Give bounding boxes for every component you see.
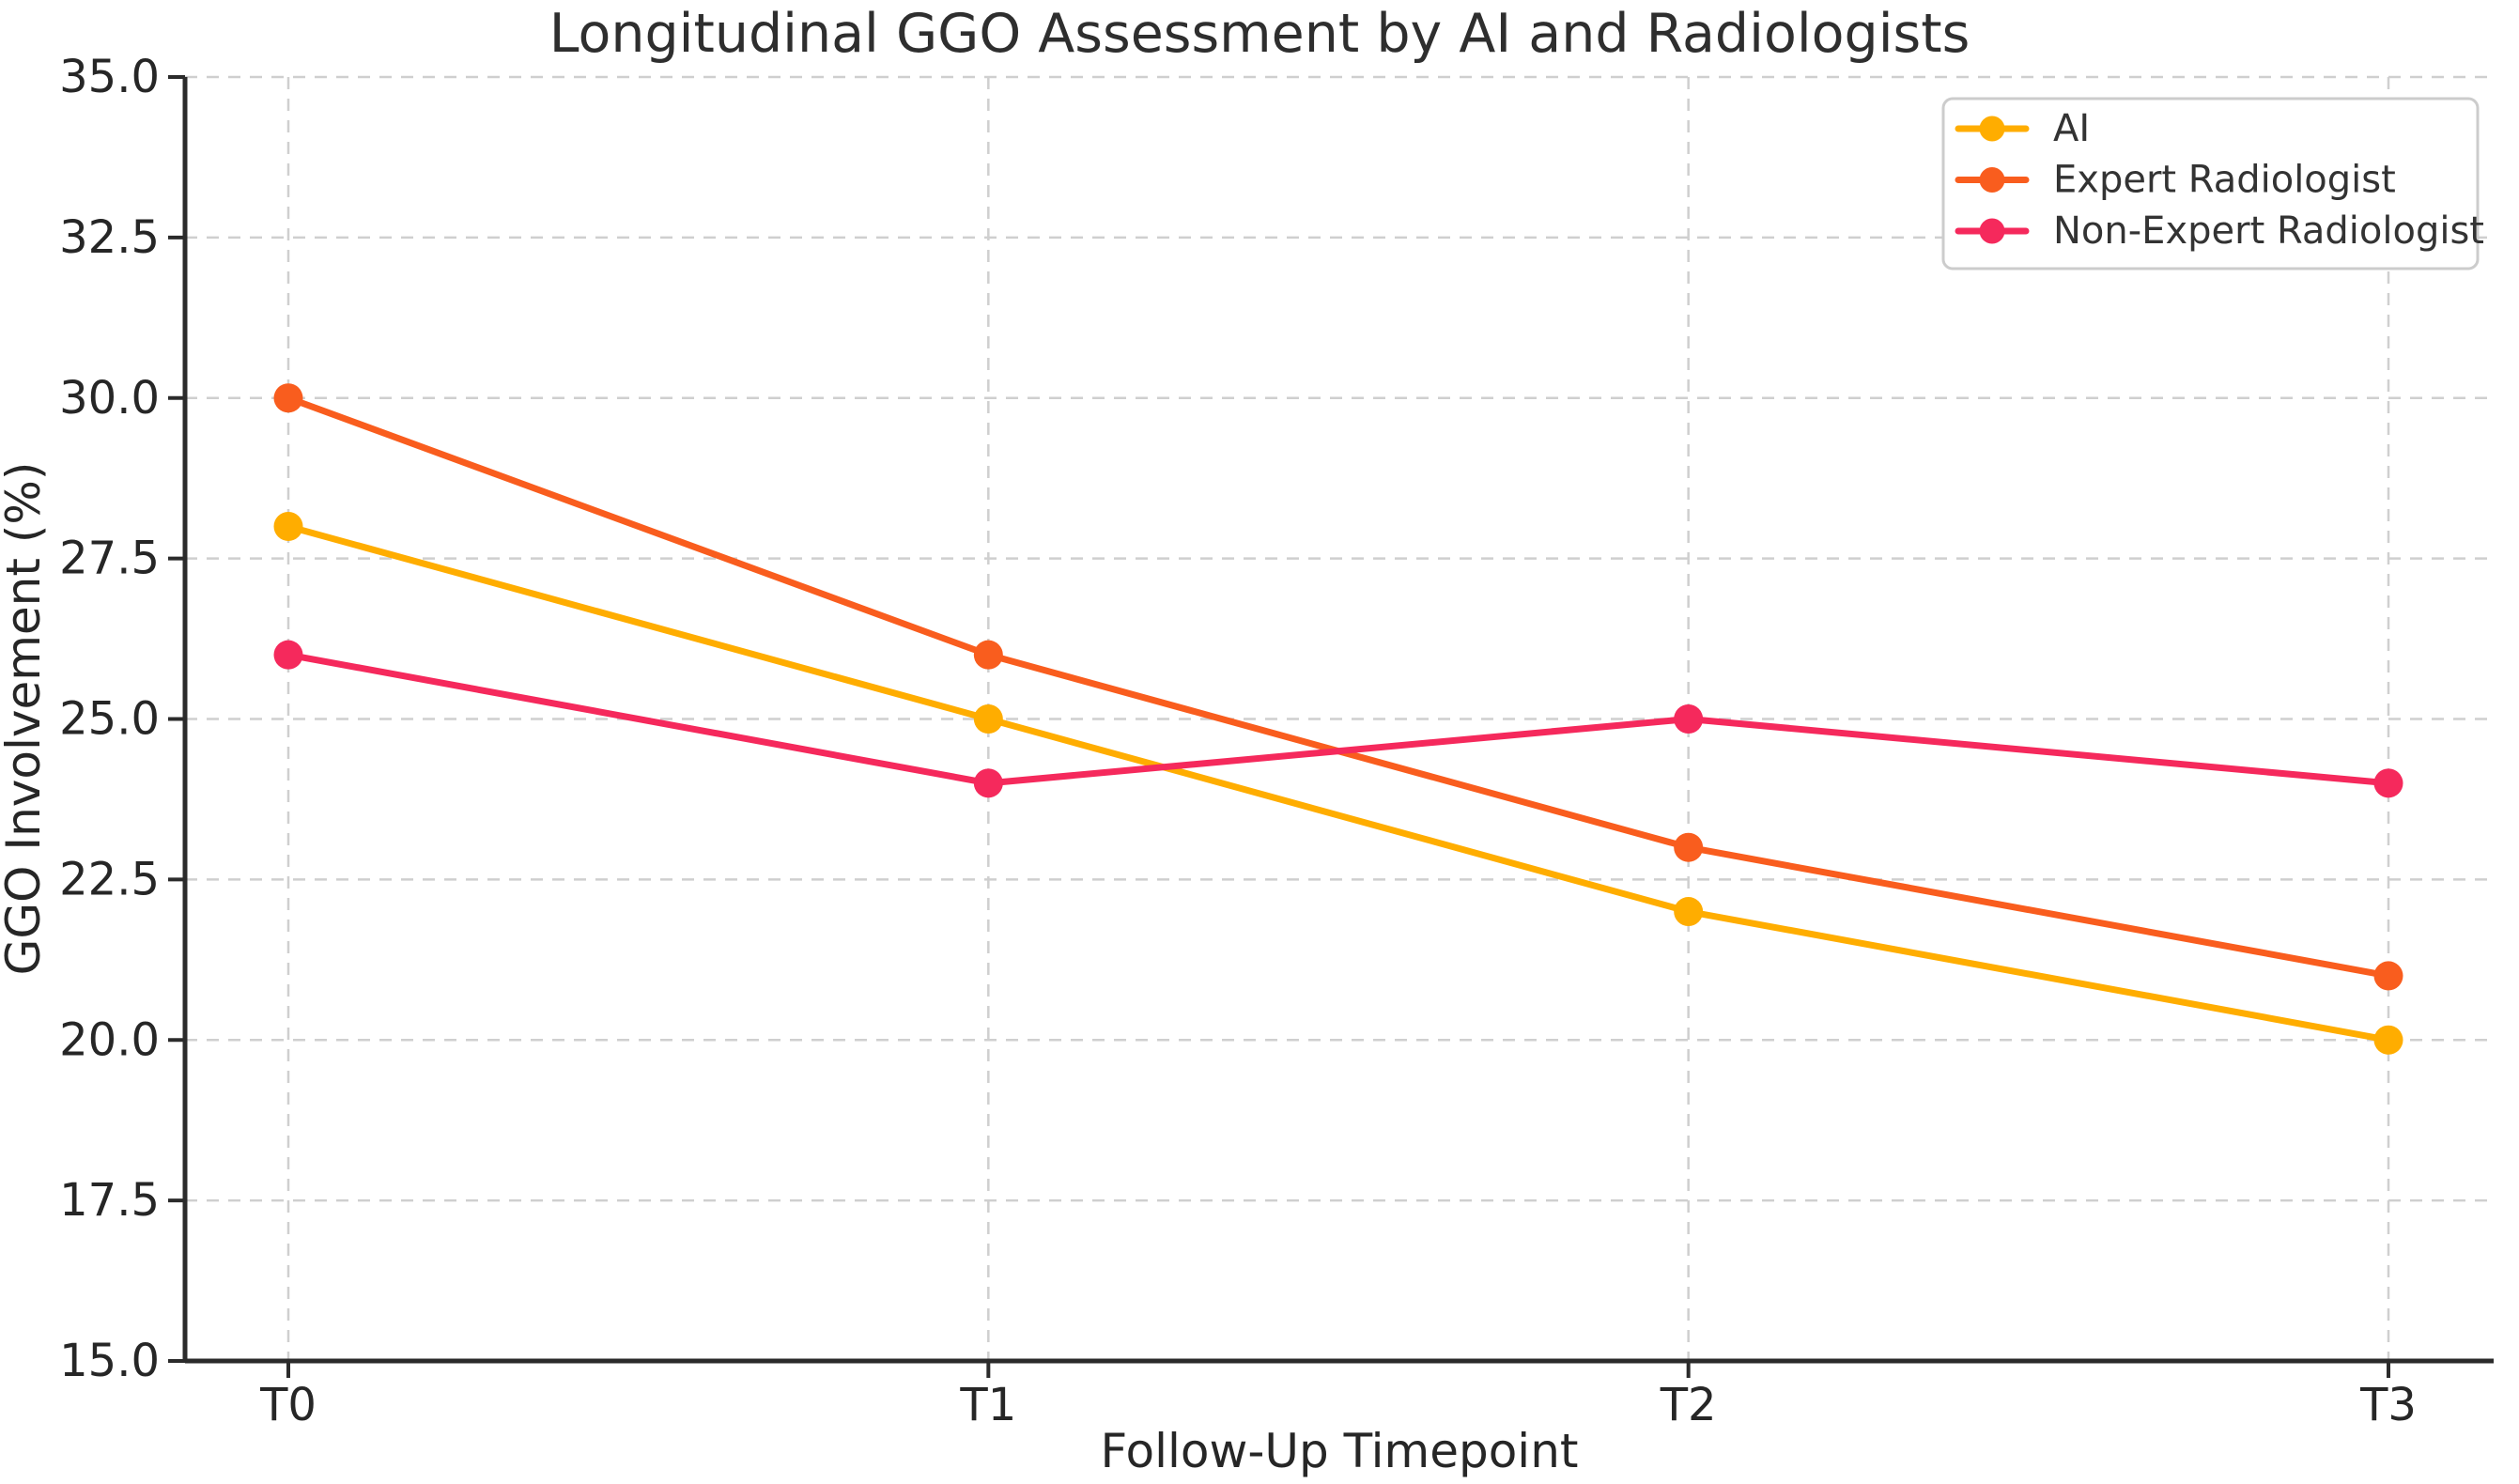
y-tick-label: 30.0: [59, 372, 160, 425]
line-series-0: [285, 522, 2392, 1043]
data-point: [2373, 768, 2403, 798]
data-point: [273, 511, 303, 541]
x-tick-label: T0: [259, 1379, 317, 1431]
data-point: [973, 768, 1003, 798]
grid-layer: [185, 75, 2494, 1363]
x-tick-label: T1: [959, 1379, 1016, 1431]
data-point: [1674, 704, 1704, 734]
chart-title: Longitudinal GGO Assessment by AI and Ra…: [549, 3, 1970, 65]
data-point: [2373, 1025, 2403, 1055]
y-tick-label: 22.5: [59, 853, 160, 905]
data-point: [1674, 832, 1704, 862]
y-tick-label: 15.0: [59, 1335, 160, 1387]
data-point: [2373, 961, 2403, 991]
data-point: [273, 640, 303, 670]
legend-swatch-marker: [1979, 116, 2005, 142]
data-point: [973, 704, 1003, 734]
y-tick-label: 17.5: [59, 1174, 160, 1227]
legend-item-label: Non-Expert Radiologist: [2053, 209, 2484, 253]
x-tick-label: T2: [1660, 1379, 1717, 1431]
legend-swatch-marker: [1979, 167, 2005, 193]
legend: AI Expert Radiologist Non-Expert Radiologi…: [1941, 97, 2484, 271]
y-tick-label: 25.0: [59, 693, 160, 746]
x-tick-label: T3: [2359, 1379, 2417, 1431]
legend-swatch-marker: [1979, 218, 2005, 244]
legend-item-label: AI: [2053, 107, 2090, 150]
data-point: [973, 640, 1003, 670]
data-point: [1674, 897, 1704, 927]
y-axis-label: GGO Involvement (%): [0, 462, 51, 976]
y-tick-label: 27.5: [59, 533, 160, 585]
line-series-2: [285, 651, 2392, 787]
legend-item-label: Expert Radiologist: [2053, 159, 2396, 202]
y-tick-label: 20.0: [59, 1013, 160, 1066]
y-tick-label: 32.5: [59, 211, 160, 264]
series-layer: [273, 383, 2403, 1055]
tick-layer: 15.0 17.5 20.0 22.5 25.0 27.5 30.0 32.5 35.0 T0 T1…: [59, 51, 2417, 1431]
line-series-1: [285, 394, 2392, 980]
x-axis-label: Follow-Up Timepoint: [1101, 1424, 1579, 1478]
y-tick-label: 35.0: [59, 51, 160, 103]
legend-box: [1941, 97, 2480, 271]
data-point: [273, 383, 303, 413]
